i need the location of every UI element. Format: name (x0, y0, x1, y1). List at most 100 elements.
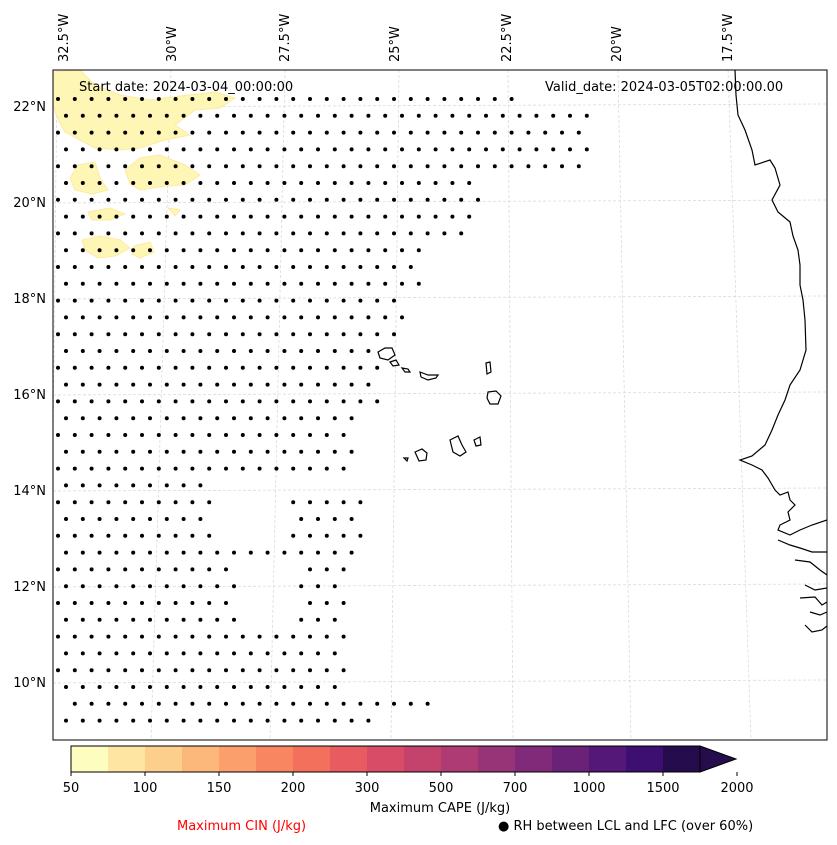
rh-dot (56, 533, 60, 538)
rh-dot (308, 298, 312, 303)
rh-dot (114, 584, 119, 589)
rh-dot (358, 500, 363, 505)
rh-dot (324, 265, 329, 269)
rh-dot (72, 197, 77, 202)
rh-dot (215, 416, 220, 421)
rh-dot (64, 315, 68, 320)
rh-dot (207, 500, 212, 505)
rh-dot (282, 181, 287, 185)
rh-dot (341, 601, 346, 605)
rh-dot (131, 483, 136, 488)
rh-dot (274, 231, 279, 236)
rh-dot (400, 281, 404, 286)
rh-dot (392, 265, 396, 269)
rh-dot (349, 248, 354, 253)
rh-dot (324, 97, 329, 101)
rh-dot (282, 685, 287, 689)
rh-dot (366, 113, 371, 118)
rh-dot (349, 550, 354, 555)
rh-dot (64, 248, 68, 253)
rh-dot (190, 634, 195, 639)
rh-dot (332, 281, 337, 286)
lon-label: 27.5°W (278, 14, 293, 62)
rh-dot (433, 113, 438, 118)
rh-dot (156, 601, 161, 605)
rh-dot (274, 668, 279, 673)
rh-dot (106, 365, 111, 370)
rh-dot (459, 164, 464, 169)
rh-dot (232, 315, 236, 320)
rh-dot (560, 130, 564, 135)
rh-dot (198, 281, 203, 286)
rh-dot (72, 399, 77, 404)
rh-dot (140, 365, 144, 370)
rh-dot (148, 550, 152, 555)
rh-dot (181, 113, 186, 118)
rh-dot (72, 500, 77, 505)
rh-dot (425, 97, 430, 101)
rh-dot (291, 500, 296, 505)
rh-dot (416, 281, 421, 286)
rh-dot (248, 382, 253, 387)
rh-dot (408, 164, 413, 169)
rh-dot (56, 164, 60, 169)
colorbar-tick-label: 500 (429, 781, 454, 796)
rh-dot (89, 500, 94, 505)
rh-dot (72, 601, 77, 605)
rh-dot (56, 567, 60, 572)
cape-verde-island-2 (389, 359, 400, 367)
rh-dot (148, 181, 152, 185)
rh-dot (56, 399, 60, 404)
rh-dot (164, 651, 169, 656)
lon-label: 30°W (165, 26, 180, 62)
rh-dot (274, 97, 279, 101)
lat-label: 18°N (13, 292, 46, 307)
rh-dot (207, 97, 212, 101)
rh-dot (316, 416, 320, 421)
rh-dot (299, 584, 304, 589)
rh-dot (265, 651, 270, 656)
colorbar-segment (626, 746, 664, 772)
colorbar-ticks: 50 100 150 200 300 500 700 1000 1500 2000 (63, 772, 754, 796)
rh-dot (156, 533, 161, 538)
rh-dot (64, 550, 68, 555)
rh-dot (215, 584, 220, 589)
rh-dot (291, 533, 296, 538)
rh-dot (324, 668, 329, 673)
rh-dot (181, 517, 186, 521)
rh-dot (551, 147, 556, 152)
rh-dot (240, 97, 245, 101)
rh-dot (282, 248, 287, 253)
rh-dot (140, 701, 144, 706)
rh-dot (568, 147, 572, 152)
rh-dot (299, 382, 304, 387)
rh-dot (164, 718, 169, 723)
rh-dot (299, 517, 304, 521)
rh-dot (114, 181, 119, 185)
rh-dot (392, 130, 396, 135)
rh-dot (207, 601, 212, 605)
rh-dot (72, 130, 77, 135)
rh-dot (358, 298, 363, 303)
rh-dot (131, 550, 136, 555)
rh-dot (257, 332, 262, 337)
rh-dot (425, 701, 430, 706)
colorbar-segment (367, 746, 405, 772)
rh-dot (140, 332, 144, 337)
rh-dot (64, 214, 68, 219)
rh-dot (97, 550, 102, 555)
rh-dot (64, 349, 68, 353)
rh-dot (467, 113, 472, 118)
rh-dot (308, 466, 312, 471)
rh-dot (207, 298, 212, 303)
rh-dot (450, 181, 455, 185)
rh-dot (215, 214, 220, 219)
rh-dot (576, 164, 581, 169)
map-frame (52, 69, 828, 741)
rh-dot (232, 382, 236, 387)
rh-dot (248, 416, 253, 421)
rh-dot (332, 584, 337, 589)
rh-dot (106, 533, 111, 538)
rh-dot (568, 113, 572, 118)
rh-dot (80, 483, 85, 488)
